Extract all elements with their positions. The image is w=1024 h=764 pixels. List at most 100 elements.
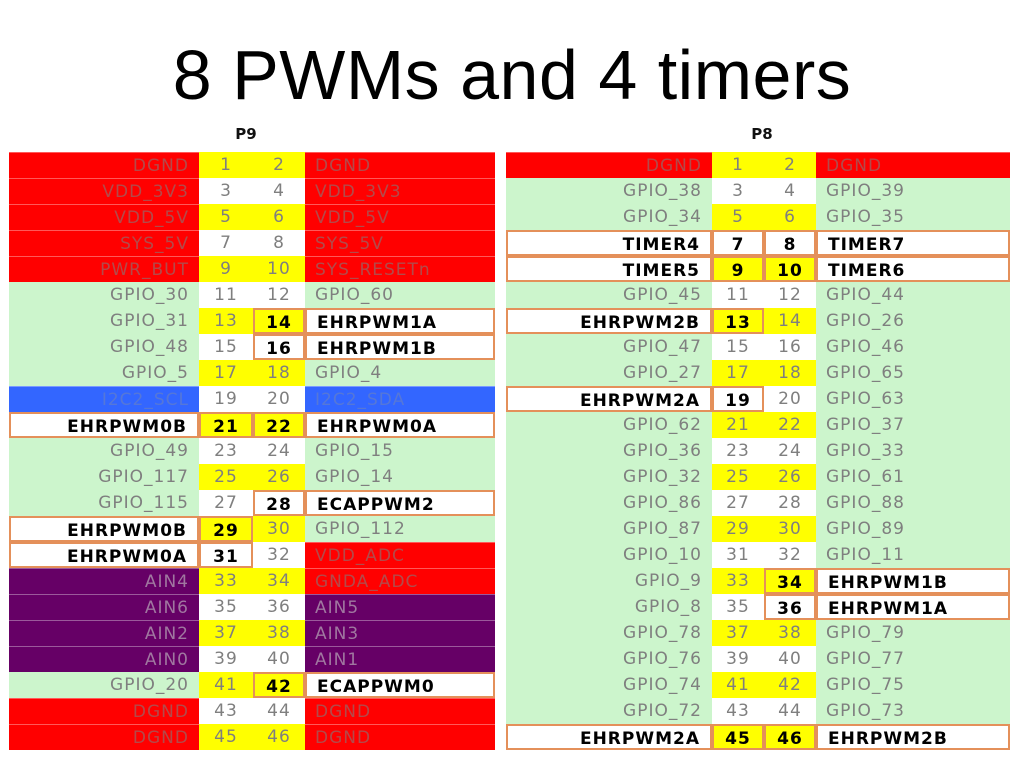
- p9-pin-number: 17: [199, 360, 253, 386]
- p9-left-signal: AIN4: [9, 568, 199, 594]
- p8-left-signal: GPIO_78: [506, 620, 712, 646]
- p8-left-signal: GPIO_27: [506, 360, 712, 386]
- p9-pin-number: 12: [253, 282, 305, 308]
- p9-pin-number: 18: [253, 360, 305, 386]
- p8-pin-number: 2: [764, 152, 816, 178]
- p8-right-signal: GPIO_26: [816, 308, 1010, 334]
- p9-pin-number: 42: [253, 672, 305, 698]
- p8-pin-number: 43: [712, 698, 764, 724]
- p8-pin-number: 7: [712, 230, 764, 256]
- p9-pin-number: 37: [199, 620, 253, 646]
- p9-right-signal: GNDA_ADC: [305, 568, 495, 594]
- p9-right-signal: GPIO_15: [305, 438, 495, 464]
- p8-pin-number: 17: [712, 360, 764, 386]
- p9-pin-number: 6: [253, 204, 305, 230]
- p9-right-signal: GPIO_14: [305, 464, 495, 490]
- p8-left-signal: GPIO_8: [506, 594, 712, 620]
- p8-left-signal: GPIO_38: [506, 178, 712, 204]
- p8-pin-number: 27: [712, 490, 764, 516]
- p9-right-signal: GPIO_60: [305, 282, 495, 308]
- p9-pin-row: SYS_5V 7 8 SYS_5V: [9, 230, 495, 256]
- p8-pin-row: GPIO_74 41 42 GPIO_75: [506, 672, 1010, 698]
- p9-right-signal: EHRPWM1A: [305, 308, 495, 334]
- p8-left-signal: GPIO_36: [506, 438, 712, 464]
- p9-left-signal: VDD_5V: [9, 204, 199, 230]
- p9-right-signal: EHRPWM0A: [305, 412, 495, 438]
- p9-right-signal: GPIO_112: [305, 516, 495, 542]
- p8-right-signal: GPIO_77: [816, 646, 1010, 672]
- p8-pin-row: GPIO_32 25 26 GPIO_61: [506, 464, 1010, 490]
- p8-pin-row: GPIO_45 11 12 GPIO_44: [506, 282, 1010, 308]
- p9-pin-row: GPIO_5 17 18 GPIO_4: [9, 360, 495, 386]
- p8-pin-number: 39: [712, 646, 764, 672]
- p9-right-signal: DGND: [305, 152, 495, 178]
- p8-pin-number: 29: [712, 516, 764, 542]
- p8-pin-number: 11: [712, 282, 764, 308]
- p8-pin-number: 16: [764, 334, 816, 360]
- p8-pin-row: EHRPWM2A 45 46 EHRPWM2B: [506, 724, 1010, 750]
- p8-left-signal: GPIO_34: [506, 204, 712, 230]
- p9-pin-number: 9: [199, 256, 253, 282]
- p9-right-signal: AIN5: [305, 594, 495, 620]
- p9-pin-number: 36: [253, 594, 305, 620]
- p8-right-signal: TIMER6: [816, 256, 1010, 282]
- p9-pin-row: GPIO_117 25 26 GPIO_14: [9, 464, 495, 490]
- p8-right-signal: GPIO_61: [816, 464, 1010, 490]
- p8-right-signal: GPIO_79: [816, 620, 1010, 646]
- p9-pin-number: 45: [199, 724, 253, 750]
- p8-pin-row: GPIO_78 37 38 GPIO_79: [506, 620, 1010, 646]
- p9-left-signal: GPIO_117: [9, 464, 199, 490]
- p9-pin-row: VDD_3V3 3 4 VDD_3V3: [9, 178, 495, 204]
- p9-pin-number: 25: [199, 464, 253, 490]
- p9-pin-number: 28: [253, 490, 305, 516]
- p8-right-signal: GPIO_63: [816, 386, 1010, 412]
- p9-pin-number: 14: [253, 308, 305, 334]
- p8-right-signal: GPIO_88: [816, 490, 1010, 516]
- p8-pin-number: 26: [764, 464, 816, 490]
- p9-pin-row: GPIO_48 15 16 EHRPWM1B: [9, 334, 495, 360]
- p9-left-signal: AIN6: [9, 594, 199, 620]
- p8-left-signal: EHRPWM2A: [506, 386, 712, 412]
- p9-left-signal: GPIO_30: [9, 282, 199, 308]
- p8-right-signal: DGND: [816, 152, 1010, 178]
- p9-left-signal: DGND: [9, 698, 199, 724]
- p8-pin-number: 37: [712, 620, 764, 646]
- p8-pin-row: GPIO_62 21 22 GPIO_37: [506, 412, 1010, 438]
- p8-pin-number: 28: [764, 490, 816, 516]
- p8-left-signal: GPIO_62: [506, 412, 712, 438]
- p8-right-signal: GPIO_46: [816, 334, 1010, 360]
- p8-left-signal: GPIO_10: [506, 542, 712, 568]
- p9-left-signal: I2C2_SCL: [9, 386, 199, 412]
- p9-right-signal: VDD_5V: [305, 204, 495, 230]
- p9-pin-number: 2: [253, 152, 305, 178]
- p9-pin-number: 20: [253, 386, 305, 412]
- p9-left-signal: GPIO_49: [9, 438, 199, 464]
- p8-pin-number: 41: [712, 672, 764, 698]
- p8-pin-row: GPIO_9 33 34 EHRPWM1B: [506, 568, 1010, 594]
- p9-pin-number: 8: [253, 230, 305, 256]
- p8-pin-row: GPIO_8 35 36 EHRPWM1A: [506, 594, 1010, 620]
- p8-pin-number: 9: [712, 256, 764, 282]
- p9-pin-row: AIN4 33 34 GNDA_ADC: [9, 568, 495, 594]
- p9-pin-row: GPIO_30 11 12 GPIO_60: [9, 282, 495, 308]
- p9-pin-number: 21: [199, 412, 253, 438]
- p9-pin-row: EHRPWM0B 21 22 EHRPWM0A: [9, 412, 495, 438]
- p9-pin-number: 5: [199, 204, 253, 230]
- p8-pin-row: GPIO_87 29 30 GPIO_89: [506, 516, 1010, 542]
- p9-pin-number: 15: [199, 334, 253, 360]
- p9-pin-number: 31: [199, 542, 253, 568]
- p9-pin-number: 32: [253, 542, 305, 568]
- p8-pin-number: 38: [764, 620, 816, 646]
- p8-right-signal: GPIO_37: [816, 412, 1010, 438]
- p8-right-signal: GPIO_44: [816, 282, 1010, 308]
- p9-pin-row: DGND 45 46 DGND: [9, 724, 495, 750]
- p8-pin-number: 5: [712, 204, 764, 230]
- p9-right-signal: ECAPPWM0: [305, 672, 495, 698]
- p9-right-signal: DGND: [305, 698, 495, 724]
- p8-pin-number: 8: [764, 230, 816, 256]
- p8-pin-number: 3: [712, 178, 764, 204]
- p8-pin-number: 32: [764, 542, 816, 568]
- p8-left-signal: GPIO_72: [506, 698, 712, 724]
- p9-pin-number: 7: [199, 230, 253, 256]
- p9-pin-number: 43: [199, 698, 253, 724]
